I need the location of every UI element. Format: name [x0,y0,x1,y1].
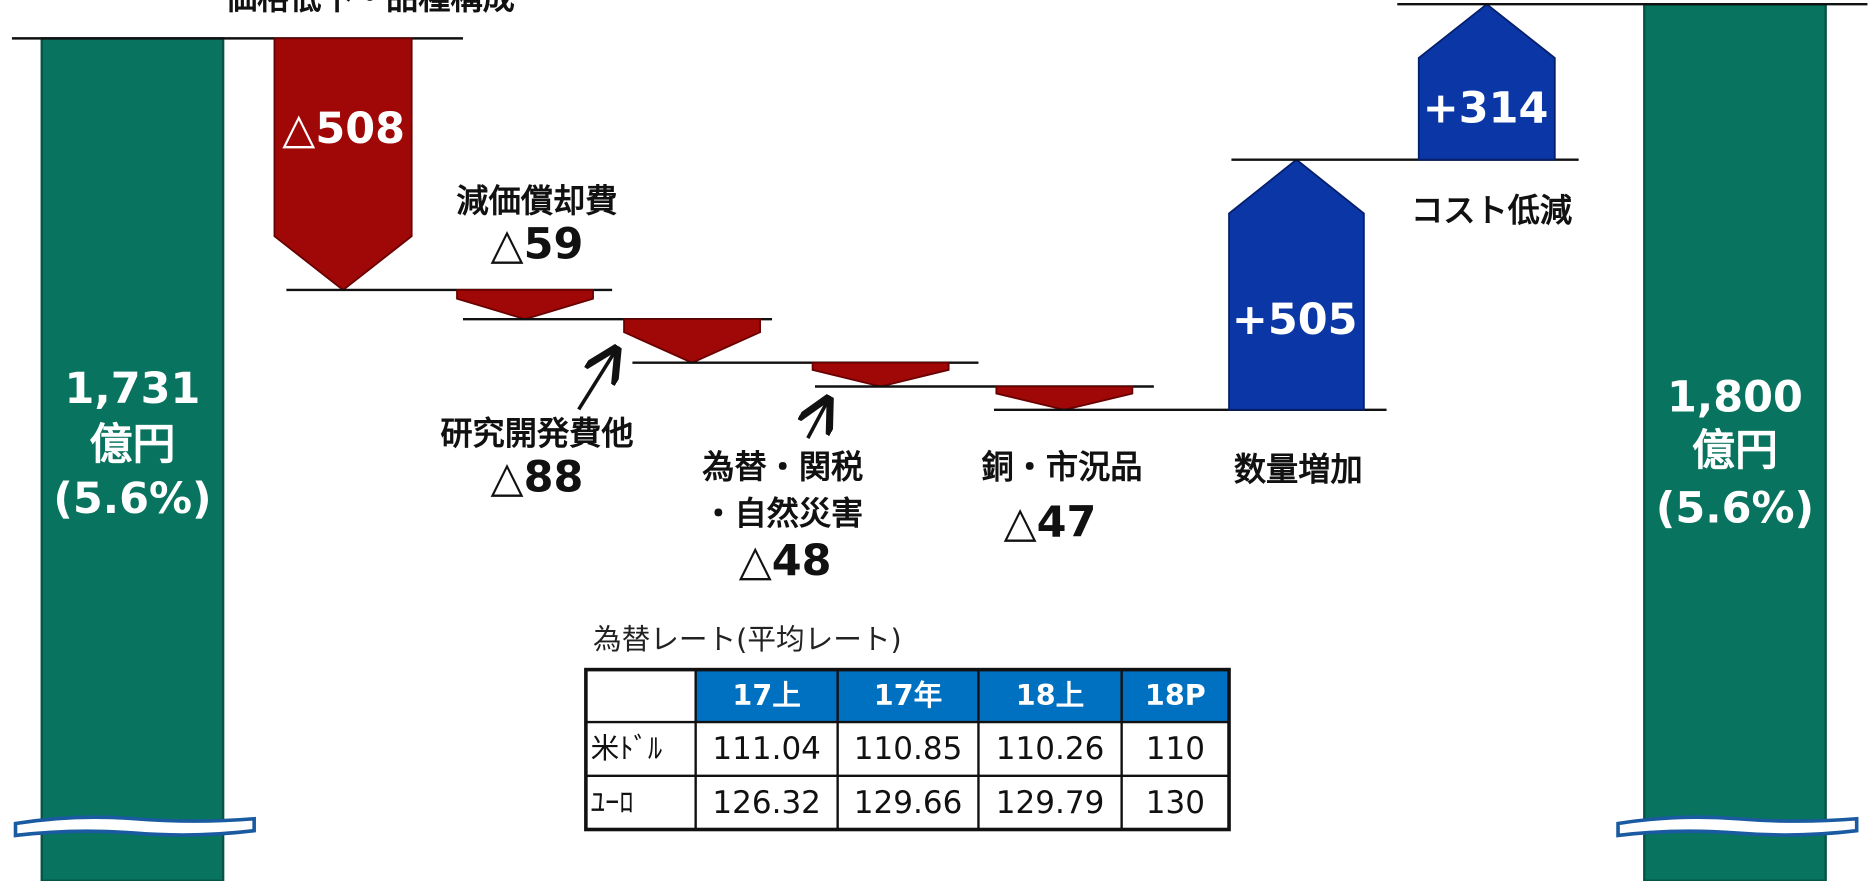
category-label: 数量増加 [1234,451,1363,489]
increase-arrow [1417,3,1556,161]
total-unit: 億円 [1692,426,1778,476]
column-header: 18P [1145,678,1206,712]
table-title: 為替レート(平均レート) [593,622,902,656]
column-header: 18上 [1016,678,1084,712]
table-border [584,667,1231,832]
pointer-arrow [577,352,615,411]
total-label: 1,800 [1667,372,1803,422]
category-label: 研究開発費他 [440,415,633,453]
value-label: △47 [1004,498,1097,548]
value-label: △48 [739,536,832,586]
axis-break [13,815,256,838]
table-cell: 130 [1146,785,1205,821]
value-label: +314 [1423,84,1549,134]
table-cell: 129.66 [854,785,963,821]
category-label: コスト低減 [1411,192,1572,230]
total-ratio: (5.6%) [53,474,211,524]
category-label: 価格低下・品種構成 [224,0,515,17]
table-cell: 110.85 [854,731,963,767]
table-cell: 110 [1146,731,1205,767]
value-label: △88 [491,452,584,502]
total-unit: 億円 [90,420,176,470]
total-bar [40,37,225,881]
category-label: ・自然災害 [702,495,863,533]
decrease-arrow [811,361,950,388]
value-label: △508 [282,104,405,154]
header-bg [695,669,1230,723]
decrease-arrow [623,318,761,364]
rate-table: 為替レート(平均レート) 17上 17年 18上 18P 米ﾄﾞﾙ 111.04 110.85… [584,622,1231,832]
total-label: 1,731 [65,364,201,414]
waterfall-chart: 1,731億円(5.6%)1,800億円(5.6%)価格低下・品種構成△508減… [11,0,1868,881]
table-cell: 126.32 [712,785,821,821]
decrease-arrow [273,37,413,292]
category-label: 銅・市況品 [981,448,1142,486]
increase-arrow [1228,158,1365,411]
axis-break [1616,815,1859,838]
total-bar [1643,3,1827,881]
column-header: 17上 [732,678,800,712]
decrease-arrow [456,289,594,321]
value-label: △59 [491,220,584,270]
category-label: 減価償却費 [456,182,617,220]
table-cell: 129.79 [996,785,1105,821]
row-label: 米ﾄﾞﾙ [591,731,663,765]
category-label: 為替・関税 [702,448,863,486]
value-label: +505 [1232,295,1358,345]
pointer-arrow [808,402,827,439]
total-ratio: (5.6%) [1656,483,1814,533]
decrease-arrow [995,385,1134,411]
row-label: ﾕｰﾛ [591,785,634,819]
table-cell: 111.04 [712,731,821,767]
column-header: 17年 [874,678,942,712]
table-cell: 110.26 [996,731,1105,767]
